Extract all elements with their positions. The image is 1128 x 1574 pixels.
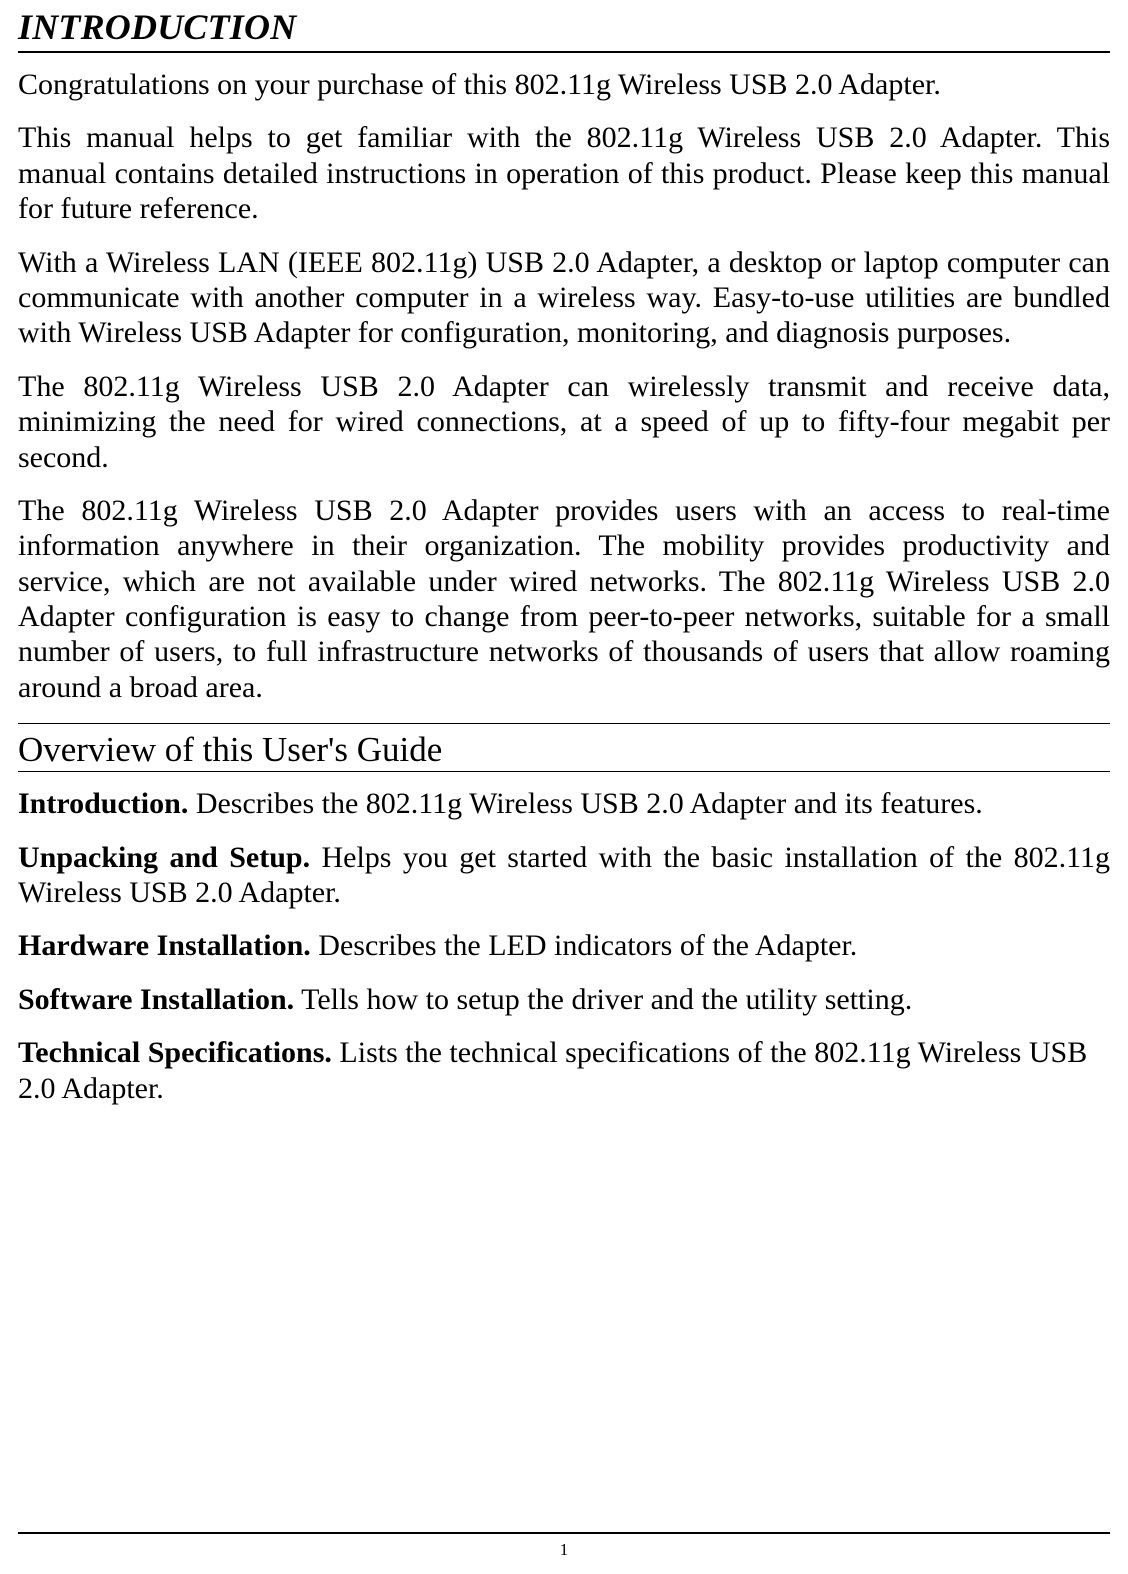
overview-hardware-text: Describes the LED indicators of the Adap… [311,929,858,962]
page-number: 1 [0,1540,1128,1560]
section-heading-overview: Overview of this User's Guide [18,723,1110,772]
overview-introduction: Introduction. Describes the 802.11g Wire… [18,786,1110,821]
paragraph-manual: This manual helps to get familiar with t… [18,120,1110,226]
paragraph-congrats: Congratulations on your purchase of this… [18,67,1110,102]
document-page: INTRODUCTION Congratulations on your pur… [0,6,1128,1574]
paragraph-wlan: With a Wireless LAN (IEEE 802.11g) USB 2… [18,245,1110,351]
paragraph-transmit: The 802.11g Wireless USB 2.0 Adapter can… [18,369,1110,475]
overview-technical: Technical Specifications. Lists the tech… [18,1035,1110,1106]
overview-hardware: Hardware Installation. Describes the LED… [18,928,1110,963]
section-heading-introduction: INTRODUCTION [18,6,1110,53]
footer-rule [18,1532,1110,1534]
overview-technical-label: Technical Specifications. [18,1036,332,1069]
overview-introduction-label: Introduction. [18,787,188,820]
overview-software: Software Installation. Tells how to setu… [18,982,1110,1017]
overview-software-text: Tells how to setup the driver and the ut… [294,983,912,1016]
overview-unpacking-label: Unpacking and Setup. [18,841,310,874]
overview-software-label: Software Installation. [18,983,294,1016]
overview-hardware-label: Hardware Installation. [18,929,311,962]
overview-introduction-text: Describes the 802.11g Wireless USB 2.0 A… [188,787,982,820]
overview-unpacking: Unpacking and Setup. Helps you get start… [18,840,1110,911]
paragraph-access: The 802.11g Wireless USB 2.0 Adapter pro… [18,493,1110,705]
